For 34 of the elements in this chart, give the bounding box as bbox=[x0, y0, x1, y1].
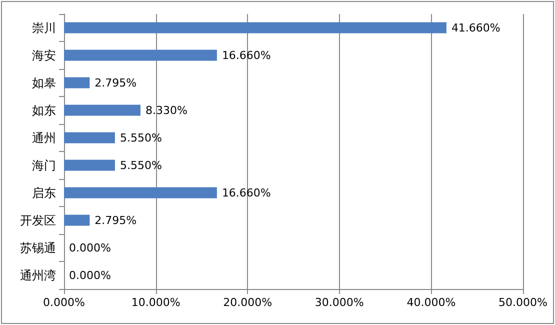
bar bbox=[64, 132, 115, 144]
x-tick-label: 0.000% bbox=[43, 296, 85, 309]
y-tick-label: 苏锡通 bbox=[20, 240, 56, 255]
bar bbox=[64, 22, 446, 34]
y-tick-label: 开发区 bbox=[20, 213, 56, 228]
data-label: 41.660% bbox=[451, 21, 500, 34]
y-tick-label: 崇川 bbox=[32, 20, 56, 35]
bar bbox=[64, 77, 90, 88]
y-tick-label: 如皋 bbox=[32, 76, 56, 90]
y-tick-label: 通州 bbox=[32, 130, 56, 145]
x-tick-label: 20.000% bbox=[223, 296, 272, 309]
y-tick-label: 启东 bbox=[32, 186, 56, 200]
data-label: 2.795% bbox=[94, 76, 137, 90]
y-tick-label: 海安 bbox=[32, 48, 56, 62]
bar bbox=[64, 104, 140, 116]
data-label: 16.660% bbox=[222, 48, 271, 62]
bar bbox=[64, 187, 217, 198]
x-tick-label: 10.000% bbox=[131, 296, 180, 309]
bar bbox=[64, 160, 115, 171]
data-label: 5.550% bbox=[120, 131, 162, 144]
y-tick-label: 海门 bbox=[32, 158, 56, 172]
data-label: 8.330% bbox=[145, 104, 188, 117]
y-tick-label: 如东 bbox=[32, 103, 56, 118]
data-label: 0.000% bbox=[69, 241, 111, 254]
x-tick-label: 50.000% bbox=[498, 296, 548, 309]
bar bbox=[64, 50, 217, 61]
bar bbox=[64, 214, 90, 226]
x-tick-label: 40.000% bbox=[406, 296, 456, 309]
data-label: 2.795% bbox=[94, 214, 137, 227]
data-label: 16.660% bbox=[222, 186, 271, 200]
data-label: 5.550% bbox=[120, 158, 162, 172]
data-label: 0.000% bbox=[69, 268, 111, 282]
x-tick-label: 30.000% bbox=[314, 296, 364, 309]
y-tick-label: 通州湾 bbox=[20, 268, 56, 282]
